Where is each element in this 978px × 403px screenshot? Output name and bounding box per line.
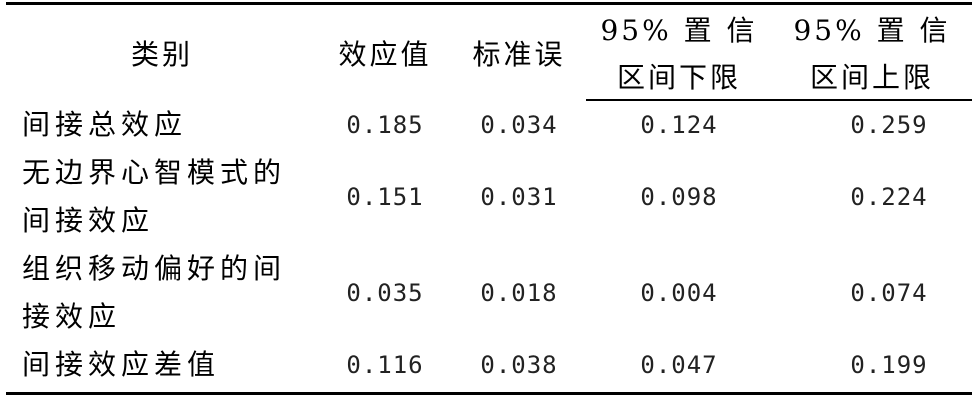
table-body: 间接总效应 0.185 0.034 0.124 0.259 无边界心智模式的间接… [6,100,972,389]
row-upper: 0.259 [850,111,928,139]
row-effect: 0.035 [346,279,424,307]
table-row: 组织移动偏好的间接效应 0.035 0.018 0.004 0.074 [6,245,972,341]
table-row: 无边界心智模式的间接效应 0.151 0.031 0.098 0.224 [6,149,972,245]
row-upper: 0.199 [850,351,928,379]
row-se: 0.038 [480,351,558,379]
row-category: 组织移动偏好的间接效应 [22,252,287,333]
row-se: 0.018 [480,279,558,307]
row-lower: 0.124 [640,111,718,139]
row-upper: 0.224 [850,183,928,211]
table-row: 间接总效应 0.185 0.034 0.124 0.259 [6,100,972,149]
header-ci-upper-line1: 95% 置 信 [793,13,951,47]
header-se: 标准误 [472,37,566,71]
row-effect: 0.116 [346,351,424,379]
row-category: 无边界心智模式的间接效应 [22,156,287,237]
header-effect: 效应值 [338,37,432,71]
header-ci-upper-line2: 区间上限 [772,52,972,101]
mediation-effect-table: 类别 效应值 标准误 95% 置 信 95% 置 信 区间下限 区间上限 间接总… [6,2,972,395]
row-lower: 0.004 [640,279,718,307]
table-header: 类别 效应值 标准误 95% 置 信 95% 置 信 区间下限 区间上限 [6,5,972,101]
row-se: 0.031 [480,183,558,211]
header-ci-lower-line2: 区间下限 [586,52,772,101]
results-table: 类别 效应值 标准误 95% 置 信 95% 置 信 区间下限 区间上限 间接总… [6,5,972,389]
row-lower: 0.047 [640,351,718,379]
row-upper: 0.074 [850,279,928,307]
row-effect: 0.185 [346,110,424,139]
table-row: 间接效应差值 0.116 0.038 0.047 0.199 [6,341,972,389]
row-effect: 0.151 [346,183,424,211]
row-lower: 0.098 [640,183,718,211]
header-category: 类别 [130,37,193,71]
row-category: 间接效应差值 [22,348,221,381]
row-category: 间接总效应 [22,107,188,141]
row-se: 0.034 [480,110,558,139]
header-ci-lower-line1: 95% 置 信 [600,13,758,47]
